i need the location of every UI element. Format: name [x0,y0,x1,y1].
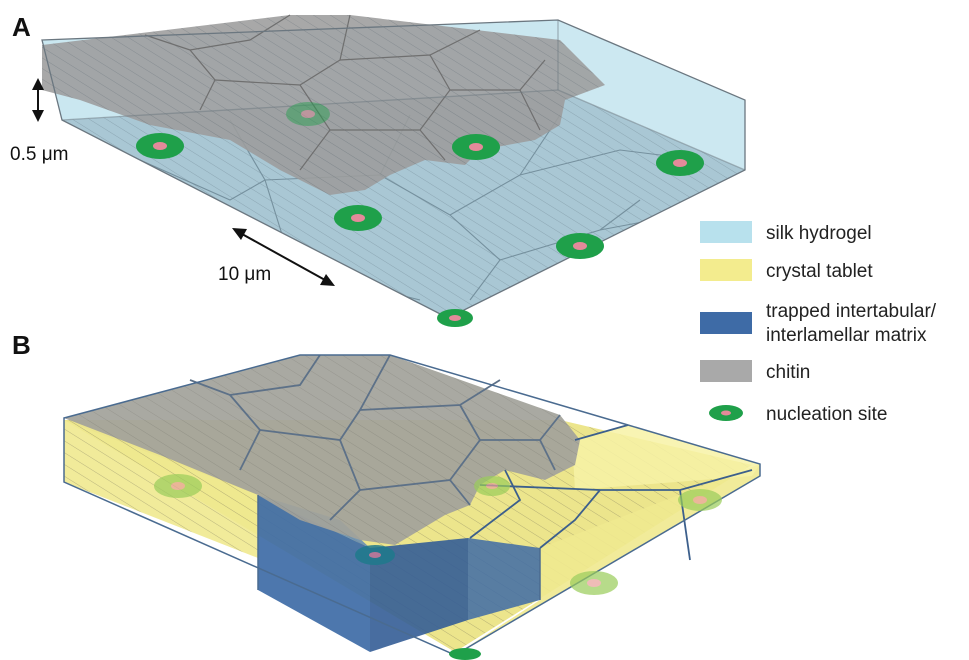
nucleation-site [678,489,722,511]
panel-a-right-wall [558,20,745,170]
legend-label-trapped-matrix-line1: trapped intertabular/ [766,301,937,322]
nucleation-site [449,648,481,660]
nucleation-site-faded [286,102,330,126]
panel-a-outline [41,19,746,319]
thickness-label: 0.5 μm [10,144,68,165]
legend-swatch-trapped-matrix [700,312,752,334]
panel-b-chitin-hatch [64,355,580,545]
nucleation-site [556,233,604,259]
legend-label-trapped-matrix-line2: interlamellar matrix [766,325,927,346]
legend-swatch-chitin [700,360,752,382]
nucleation-site [355,545,395,565]
panel-a-chitin-edges [144,14,546,171]
nucleation-site [570,571,618,595]
panel-b-label: B [12,330,31,360]
width-label: 10 μm [218,264,271,285]
panel-b-matrix-mid [370,538,468,652]
nucleation-site [437,309,473,327]
legend-label-crystal-tablet: crystal tablet [766,261,873,282]
panel-b-chitin-edges [189,354,561,521]
panel-b-right-box [572,425,760,490]
panel-a-label: A [12,12,31,42]
thickness-arrow [32,78,44,122]
panel-a-floor-hatch [62,90,745,318]
legend-item-silk-hydrogel: silk hydrogel [700,221,872,244]
legend-item-trapped-matrix: trapped intertabular/ interlamellar matr… [700,301,937,346]
panel-a: A [10,12,746,327]
legend-label-silk-hydrogel: silk hydrogel [766,223,872,244]
legend: silk hydrogel crystal tablet trapped int… [700,221,937,425]
legend-swatch-silk-hydrogel [700,221,752,243]
nucleation-site [154,474,202,498]
panel-b: B [12,330,761,660]
panel-b-matrix-front [258,495,370,652]
legend-item-crystal-tablet: crystal tablet [700,259,873,282]
panel-b-outline [63,354,761,656]
legend-swatch-crystal-tablet [700,259,752,281]
nucleation-site [136,133,184,159]
legend-item-chitin: chitin [700,360,810,383]
panel-b-matrix-right [468,538,540,620]
panel-a-nucleation-sites [136,102,704,327]
legend-label-chitin: chitin [766,362,810,383]
nucleation-site [334,205,382,231]
nucleation-site [452,134,500,160]
panel-b-nucleation-sites [154,474,722,660]
width-arrow [232,228,335,286]
nucleation-site [474,476,510,496]
nucleation-site-icon [709,405,743,421]
nucleation-site [656,150,704,176]
legend-label-nucleation-site: nucleation site [766,404,887,425]
legend-item-nucleation-site: nucleation site [709,404,887,425]
